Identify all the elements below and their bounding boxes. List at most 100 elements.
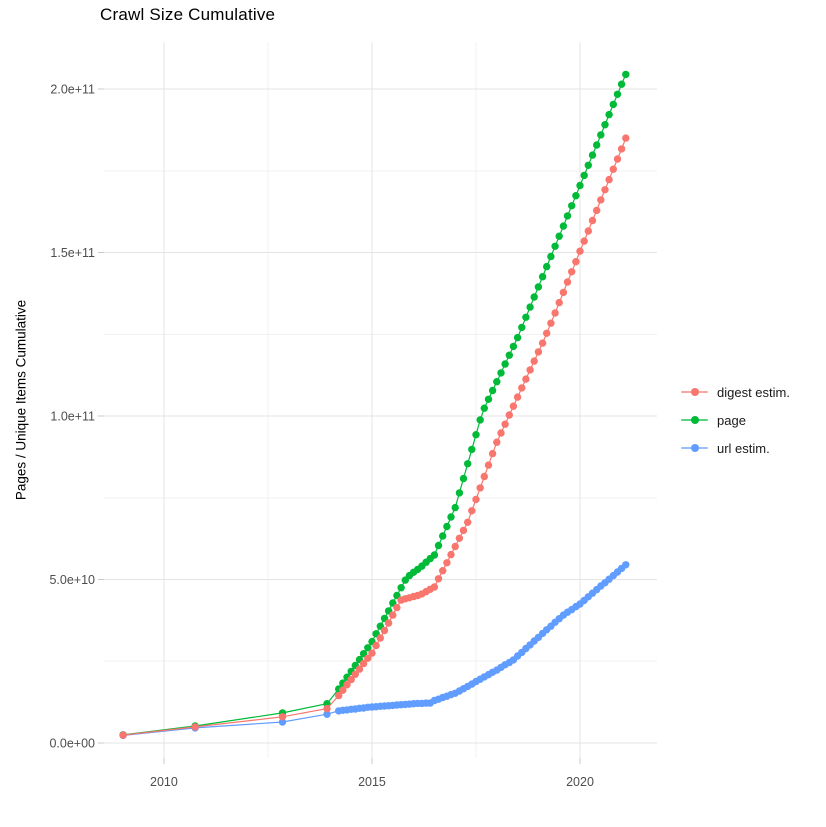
data-point bbox=[563, 278, 572, 286]
data-point bbox=[119, 731, 127, 739]
data-point bbox=[468, 507, 476, 515]
data-point bbox=[509, 342, 518, 351]
data-point bbox=[547, 319, 555, 327]
data-point bbox=[372, 641, 380, 650]
data-point bbox=[538, 273, 547, 281]
data-point bbox=[459, 526, 468, 535]
data-point bbox=[584, 161, 592, 169]
data-point bbox=[580, 237, 588, 245]
data-point bbox=[505, 351, 513, 359]
data-point bbox=[551, 309, 559, 317]
data-point bbox=[543, 262, 551, 271]
legend: digest estim. page url estim. bbox=[681, 378, 790, 462]
data-point bbox=[601, 121, 609, 129]
data-point bbox=[597, 196, 605, 204]
data-point bbox=[572, 258, 580, 266]
data-point bbox=[443, 559, 451, 567]
data-point bbox=[455, 534, 464, 542]
data-point bbox=[439, 567, 447, 575]
legend-item-url-estim-: url estim. bbox=[681, 434, 790, 462]
data-point bbox=[555, 298, 563, 307]
data-point bbox=[278, 713, 287, 721]
y-axis-title: Pages / Unique Items Cumulative bbox=[13, 299, 29, 501]
x-tick-label: 2020 bbox=[566, 775, 594, 789]
data-point bbox=[580, 171, 588, 180]
data-point bbox=[622, 134, 630, 142]
data-point bbox=[530, 357, 538, 365]
data-point bbox=[530, 293, 538, 301]
data-point bbox=[576, 181, 584, 190]
y-tick-label: 2.0e+11 bbox=[50, 83, 95, 97]
data-point bbox=[351, 670, 359, 678]
data-point bbox=[468, 445, 476, 454]
data-point bbox=[484, 461, 493, 469]
data-point bbox=[538, 339, 547, 347]
data-point bbox=[513, 393, 522, 401]
data-point bbox=[513, 333, 522, 342]
data-point bbox=[343, 681, 351, 689]
data-point bbox=[617, 145, 626, 153]
data-point bbox=[430, 583, 439, 591]
data-point bbox=[559, 222, 568, 230]
data-point bbox=[543, 329, 551, 337]
data-point bbox=[347, 675, 355, 684]
data-point bbox=[493, 378, 501, 386]
legend-label: digest estim. bbox=[717, 384, 790, 400]
data-point bbox=[601, 186, 609, 194]
data-point bbox=[393, 603, 401, 612]
y-tick-label: 1.0e+11 bbox=[50, 410, 95, 424]
data-point bbox=[364, 654, 372, 662]
legend-item-page: page bbox=[681, 406, 790, 434]
chart-title: Crawl Size Cumulative bbox=[100, 5, 276, 24]
data-point bbox=[339, 686, 347, 694]
data-point bbox=[613, 90, 622, 99]
data-point bbox=[622, 561, 630, 569]
data-point bbox=[497, 429, 505, 437]
data-point bbox=[617, 80, 626, 88]
data-point bbox=[605, 175, 613, 184]
data-point bbox=[551, 242, 559, 250]
data-point bbox=[464, 518, 472, 526]
series-points-url-estim- bbox=[119, 561, 630, 740]
y-tick-label: 1.5e+11 bbox=[50, 246, 95, 260]
data-point bbox=[451, 503, 459, 512]
data-point bbox=[439, 532, 447, 540]
data-point bbox=[443, 522, 451, 531]
data-point bbox=[518, 323, 526, 332]
data-point bbox=[447, 513, 455, 521]
x-tick-label: 2015 bbox=[358, 775, 386, 789]
data-point bbox=[518, 384, 526, 392]
legend-label: page bbox=[717, 412, 746, 428]
data-point bbox=[323, 710, 331, 718]
data-point bbox=[480, 404, 488, 412]
data-point bbox=[488, 386, 497, 395]
data-point bbox=[480, 472, 488, 481]
data-point bbox=[534, 348, 543, 356]
data-point bbox=[534, 283, 543, 291]
data-point bbox=[613, 155, 622, 163]
data-point bbox=[572, 192, 580, 200]
y-tick-label: 5.0e+10 bbox=[49, 573, 95, 587]
data-point bbox=[509, 402, 518, 410]
data-point bbox=[547, 252, 555, 261]
data-point bbox=[559, 288, 568, 297]
data-point bbox=[584, 227, 592, 235]
x-tick-label: 2010 bbox=[150, 775, 178, 789]
data-point bbox=[593, 206, 601, 215]
data-point bbox=[434, 541, 443, 550]
data-point bbox=[576, 247, 584, 255]
legend-key-icon bbox=[681, 434, 708, 462]
data-point bbox=[501, 420, 509, 428]
data-point bbox=[522, 313, 530, 321]
data-point bbox=[488, 449, 497, 458]
data-point bbox=[609, 165, 617, 173]
data-point bbox=[476, 484, 484, 492]
data-point bbox=[622, 70, 630, 79]
data-point bbox=[335, 691, 343, 700]
data-point bbox=[359, 659, 368, 668]
data-point bbox=[384, 619, 393, 627]
data-point bbox=[455, 489, 464, 497]
data-point bbox=[497, 369, 505, 377]
data-point bbox=[472, 495, 480, 504]
y-tick-label: 0.0e+00 bbox=[49, 736, 95, 750]
